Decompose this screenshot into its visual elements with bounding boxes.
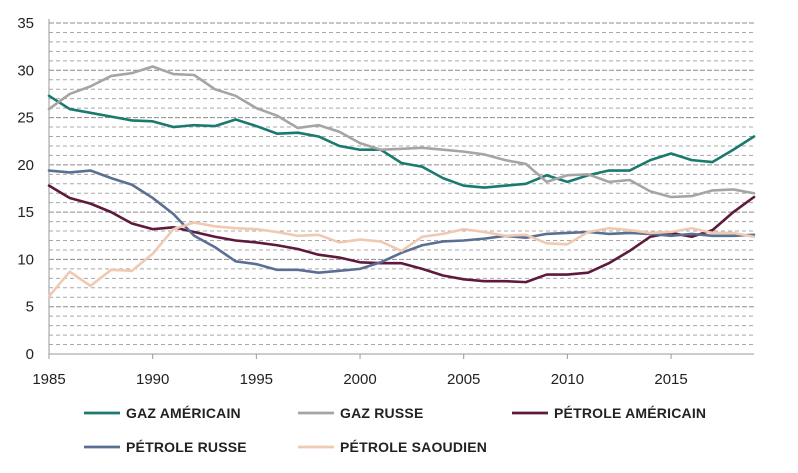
legend-label: PÉTROLE SAOUDIEN	[340, 439, 487, 455]
legend-label: PÉTROLE RUSSE	[126, 439, 247, 455]
y-tick-label: 25	[17, 110, 34, 127]
legend-item-5: PÉTROLE SAOUDIEN	[298, 439, 487, 455]
y-tick-label: 5	[26, 299, 34, 316]
series-line-4	[47, 169, 756, 274]
legend-item-3: PÉTROLE AMÉRICAIN	[512, 405, 706, 421]
x-tick-label: 2000	[343, 371, 376, 388]
series-line-5	[47, 221, 756, 298]
y-tick-label: 10	[17, 251, 34, 268]
series-line-1	[47, 94, 756, 189]
legend-label: GAZ RUSSE	[340, 405, 423, 421]
x-tick-labels: 1985 1990 1995 2000 2005 2010 2015	[32, 371, 687, 388]
x-tick-label: 2005	[447, 371, 480, 388]
legend-item-2: GAZ RUSSE	[298, 405, 423, 421]
legend-item-4: PÉTROLE RUSSE	[84, 439, 247, 455]
series-lines	[47, 65, 756, 298]
x-tick-label: 1995	[240, 371, 273, 388]
legend-label: GAZ AMÉRICAIN	[126, 405, 241, 421]
y-tick-label: 35	[17, 15, 34, 32]
y-tick-label: 15	[17, 204, 34, 221]
x-tick-label: 2015	[654, 371, 687, 388]
series-line-3	[47, 184, 756, 284]
legend: GAZ AMÉRICAIN GAZ RUSSE PÉTROLE AMÉRICAIN P…	[84, 405, 706, 455]
x-tick-label: 1985	[32, 371, 65, 388]
x-tick-label: 1990	[136, 371, 169, 388]
y-tick-labels: 0 5 10 15 20 25 30 35	[17, 15, 34, 363]
y-tick-label: 20	[17, 157, 34, 174]
y-tick-label: 30	[17, 62, 34, 79]
series-line-2	[47, 65, 756, 199]
y-tick-label: 0	[26, 346, 34, 363]
x-tick-label: 2010	[551, 371, 584, 388]
legend-label: PÉTROLE AMÉRICAIN	[554, 405, 706, 421]
legend-item-1: GAZ AMÉRICAIN	[84, 405, 241, 421]
grid-lines	[49, 22, 754, 354]
